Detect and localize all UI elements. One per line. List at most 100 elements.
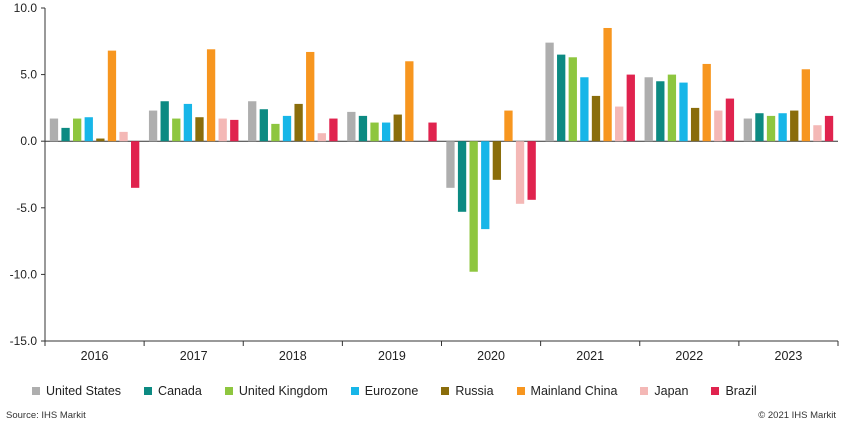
bar: [370, 122, 379, 142]
legend-label: Canada: [158, 384, 202, 398]
bar: [148, 110, 158, 142]
bar: [195, 117, 204, 142]
bar: [183, 103, 193, 142]
x-tick-label: 2017: [180, 349, 208, 363]
bar: [714, 110, 723, 142]
bar: [294, 103, 303, 142]
bar: [469, 141, 478, 272]
legend-item: Russia: [441, 384, 494, 398]
bar: [766, 115, 776, 142]
legend-swatch: [640, 387, 649, 395]
x-tick-label: 2020: [477, 349, 505, 363]
bar: [481, 141, 490, 230]
bar: [282, 115, 292, 142]
bar: [347, 111, 356, 142]
bar: [306, 51, 315, 142]
bar: [492, 141, 502, 180]
bar: [259, 109, 268, 142]
x-tick-label: 2019: [378, 349, 406, 363]
bar: [690, 107, 700, 142]
bar: [644, 77, 653, 142]
bar: [615, 106, 624, 142]
bar: [568, 57, 577, 142]
legend-label: Brazil: [725, 384, 757, 398]
legend-item: Canada: [144, 384, 202, 398]
y-tick-label: -5.0: [16, 201, 37, 215]
bar: [393, 114, 402, 142]
y-tick-label: 5.0: [20, 68, 37, 82]
y-tick-label: -15.0: [10, 334, 38, 348]
legend-item: Mainland China: [516, 384, 618, 398]
bar: [778, 113, 787, 142]
bar: [172, 118, 181, 142]
bar: [801, 69, 810, 142]
x-tick-label: 2016: [81, 349, 109, 363]
bar: [317, 133, 326, 142]
y-tick-label: 10.0: [14, 1, 38, 15]
bar: [119, 131, 128, 142]
bar: [446, 141, 455, 188]
copyright-note: © 2021 IHS Markit: [758, 410, 836, 421]
legend-label: Mainland China: [530, 384, 618, 398]
bar: [591, 95, 601, 142]
legend-item: Japan: [640, 384, 688, 398]
legend-swatch: [224, 387, 233, 395]
bar: [405, 61, 414, 142]
legend-swatch: [441, 387, 450, 395]
bar: [381, 122, 391, 142]
bar: [457, 141, 467, 212]
legend-item: United States: [32, 384, 121, 398]
bar: [329, 118, 338, 142]
bar: [107, 50, 117, 142]
legend-swatch: [350, 387, 359, 395]
bar: [160, 101, 169, 142]
bar: [96, 138, 105, 142]
bar: [545, 42, 554, 142]
legend-swatch: [32, 387, 40, 395]
bar: [557, 54, 566, 142]
legend-label: Eurozone: [364, 384, 419, 398]
bar: [271, 123, 280, 142]
bar: [656, 81, 665, 142]
bar: [824, 115, 834, 142]
bar: [428, 122, 437, 142]
bar: [73, 118, 82, 142]
bar: [527, 141, 536, 200]
x-tick-label: 2022: [675, 349, 703, 363]
legend-item: Eurozone: [350, 384, 419, 398]
bar: [580, 77, 589, 142]
legend-item: United Kingdom: [224, 384, 328, 398]
bar: [248, 101, 257, 142]
bar: [702, 63, 711, 142]
legend-swatch: [711, 387, 720, 395]
bar: [790, 110, 799, 142]
bar: [755, 113, 764, 142]
source-note: Source: IHS Markit: [6, 410, 86, 421]
bar: [626, 74, 635, 142]
y-tick-label: 0.0: [20, 134, 37, 148]
x-tick-label: 2021: [576, 349, 604, 363]
legend-swatch: [144, 387, 153, 395]
bar: [743, 118, 752, 142]
bar: [218, 118, 227, 142]
legend-label: Japan: [654, 384, 689, 398]
bar: [679, 82, 688, 142]
bar: [206, 49, 216, 142]
legend: United States Canada United Kingdom Eurozon…: [32, 384, 780, 398]
bar: [84, 117, 93, 142]
bar: [131, 141, 140, 188]
legend-label: United Kingdom: [238, 384, 328, 398]
bar: [61, 127, 70, 142]
legend-swatch: [516, 387, 525, 395]
bar: [813, 125, 822, 142]
bar: [725, 98, 735, 142]
bar-chart: 10.0 5.0 0.0 -5.0 -10.0 -15.0 2016 2017 2018 2019…: [10, 1, 839, 363]
x-tick-label: 2018: [279, 349, 307, 363]
bar: [358, 115, 368, 142]
y-tick-label: -10.0: [10, 267, 38, 281]
bar: [515, 141, 525, 204]
x-tick-label: 2023: [775, 349, 803, 363]
legend-label: Russia: [455, 384, 494, 398]
bar: [504, 110, 513, 142]
